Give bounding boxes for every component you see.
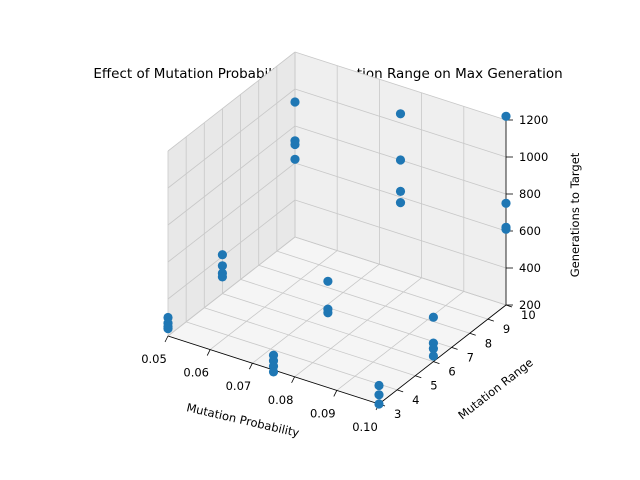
x-tick-mark bbox=[333, 390, 338, 397]
data-point bbox=[374, 399, 384, 409]
y-tick-mark bbox=[451, 347, 458, 350]
x-grid-floor bbox=[294, 277, 422, 378]
x-tick-label: 0.09 bbox=[310, 406, 336, 420]
data-point bbox=[323, 276, 333, 286]
y-tick-label: 5 bbox=[430, 379, 437, 393]
data-point bbox=[501, 224, 511, 234]
x-tick-mark bbox=[291, 376, 295, 383]
data-point bbox=[374, 380, 384, 391]
z-grid-side bbox=[167, 125, 296, 226]
y-tick-label: 9 bbox=[503, 322, 510, 336]
y-tick-mark bbox=[433, 361, 440, 364]
z-grid-back bbox=[294, 51, 507, 121]
x-tick-mark bbox=[249, 363, 253, 370]
y-grid-floor bbox=[258, 264, 470, 334]
y-tick-label: 10 bbox=[521, 308, 536, 322]
back-pane bbox=[295, 52, 506, 305]
data-point bbox=[395, 109, 406, 119]
z-grid-back bbox=[294, 162, 507, 232]
data-point bbox=[395, 198, 406, 208]
z-grid-side bbox=[167, 199, 296, 300]
y-axis-line bbox=[378, 304, 507, 405]
data-point bbox=[290, 154, 300, 164]
data-point bbox=[290, 97, 300, 107]
data-point bbox=[374, 390, 384, 400]
x-tick-label: 0.07 bbox=[226, 379, 252, 393]
data-point bbox=[290, 139, 300, 150]
z-tick-label: 1000 bbox=[519, 150, 548, 164]
z-tick-label: 1200 bbox=[519, 113, 548, 127]
x-tick-label: 0.08 bbox=[268, 393, 294, 407]
z-grid-side bbox=[167, 162, 296, 263]
data-point bbox=[217, 272, 227, 282]
x-grid-floor bbox=[336, 291, 465, 391]
data-point bbox=[395, 186, 406, 196]
data-point bbox=[268, 367, 279, 377]
data-point bbox=[217, 250, 227, 260]
z-grid-side bbox=[167, 88, 296, 189]
y-tick-label: 4 bbox=[412, 393, 419, 407]
z-tick-label: 600 bbox=[519, 224, 541, 238]
side-pane bbox=[168, 52, 295, 336]
data-point bbox=[428, 312, 438, 322]
z-grid-side bbox=[167, 236, 296, 337]
y-tick-mark bbox=[397, 389, 404, 393]
z-grid-back bbox=[294, 88, 507, 158]
data-points bbox=[163, 97, 511, 409]
data-point bbox=[501, 111, 511, 121]
z-tick-label: 800 bbox=[519, 187, 541, 201]
y-grid-floor bbox=[204, 307, 416, 377]
y-tick-mark bbox=[469, 332, 476, 336]
y-axis-label: Mutation Range bbox=[455, 355, 535, 422]
data-point bbox=[163, 324, 173, 334]
x-tick-label: 0.05 bbox=[141, 352, 167, 366]
data-point bbox=[428, 344, 438, 354]
z-axis-label: Generations to Target bbox=[568, 152, 582, 277]
y-tick-mark bbox=[487, 318, 494, 322]
y-tick-label: 6 bbox=[448, 365, 455, 379]
z-tick-label: 400 bbox=[519, 261, 541, 275]
y-tick-label: 7 bbox=[467, 350, 474, 364]
data-point bbox=[501, 198, 511, 208]
y-grid-floor bbox=[222, 293, 434, 362]
z-grid-back bbox=[294, 236, 507, 306]
y-grid-floor bbox=[186, 321, 398, 391]
y-tick-label: 3 bbox=[394, 407, 401, 421]
data-point bbox=[395, 155, 406, 165]
data-point bbox=[428, 351, 438, 361]
y-grid-floor bbox=[240, 279, 452, 348]
z-tick-label: 200 bbox=[519, 298, 541, 312]
x-tick-mark bbox=[206, 349, 211, 356]
z-grid-back bbox=[294, 199, 507, 269]
y-tick-label: 8 bbox=[485, 336, 492, 350]
x-grid-floor bbox=[252, 263, 380, 364]
x-grid-floor bbox=[209, 250, 338, 350]
z-grid-side bbox=[167, 51, 296, 152]
y-grid-floor bbox=[276, 250, 488, 320]
x-tick-mark bbox=[164, 335, 169, 343]
axes-panes bbox=[168, 52, 506, 404]
y-tick-mark bbox=[415, 375, 422, 379]
grid-lines bbox=[167, 51, 507, 405]
x-tick-label: 0.06 bbox=[183, 366, 209, 380]
floor-pane bbox=[168, 237, 506, 404]
data-point bbox=[323, 308, 333, 318]
data-point bbox=[217, 261, 227, 271]
x-tick-label: 0.10 bbox=[352, 420, 378, 434]
